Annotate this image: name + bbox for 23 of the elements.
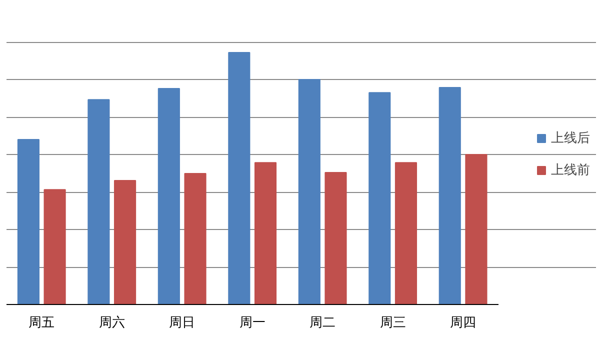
bar bbox=[158, 88, 180, 304]
x-tick-label: 周日 bbox=[169, 316, 196, 330]
legend-label: 上线前 bbox=[551, 162, 590, 179]
bar bbox=[184, 172, 206, 304]
x-tick-label: 周六 bbox=[98, 316, 125, 330]
bar bbox=[88, 99, 110, 304]
x-tick-label: 周一 bbox=[239, 316, 266, 330]
bar bbox=[465, 154, 488, 304]
x-tick-label: 周五 bbox=[28, 316, 55, 330]
bar bbox=[324, 172, 347, 304]
bar bbox=[298, 78, 320, 304]
bar bbox=[438, 87, 461, 304]
bar bbox=[368, 92, 391, 304]
bar bbox=[17, 138, 40, 304]
x-tick-label: 周四 bbox=[450, 316, 476, 330]
bar bbox=[114, 180, 136, 304]
bar bbox=[228, 52, 250, 304]
bar bbox=[44, 189, 66, 304]
bar bbox=[394, 162, 418, 304]
x-tick-label: 周二 bbox=[310, 316, 336, 330]
x-tick-label: 周三 bbox=[380, 316, 406, 330]
legend-label: 上线后 bbox=[551, 130, 590, 147]
bar bbox=[254, 162, 277, 304]
